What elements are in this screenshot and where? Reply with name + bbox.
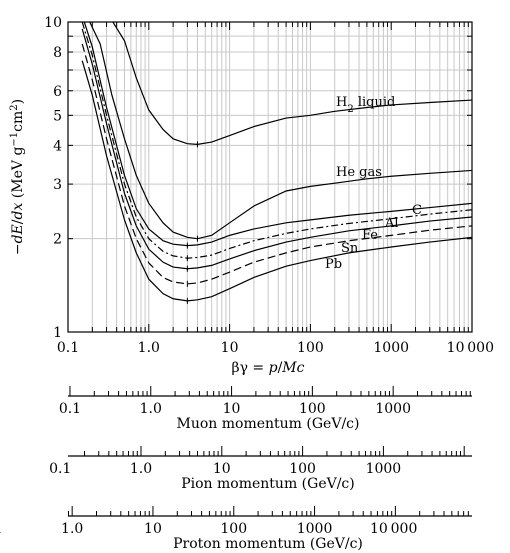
grid bbox=[68, 22, 472, 332]
text-part: ) bbox=[10, 99, 26, 104]
momentum-tick-label: 1000 bbox=[297, 521, 333, 537]
text-part: (MeV g bbox=[10, 147, 26, 203]
curve-pb bbox=[81, 60, 472, 302]
text-part: H bbox=[336, 95, 347, 110]
text-part: Pb bbox=[325, 257, 342, 272]
momentum-tick-label: 10 bbox=[213, 461, 231, 477]
text-part: − bbox=[10, 243, 26, 255]
curve-label-pb: Pb bbox=[325, 257, 342, 272]
text-part: p bbox=[269, 360, 278, 376]
momentum-tick-label: 10 bbox=[144, 521, 162, 537]
momentum-tick-label: 1.0 bbox=[61, 521, 83, 537]
text-part: 2 bbox=[347, 104, 353, 115]
x-axis-title: βγ = p/Mc bbox=[232, 360, 305, 376]
curve-c bbox=[83, 22, 472, 247]
curve-al bbox=[81, 22, 472, 259]
momentum-tick-label: 0.1 bbox=[59, 401, 81, 417]
y-tick-label: 1 bbox=[53, 325, 62, 341]
momentum-tick-label: 10 000 bbox=[370, 521, 417, 537]
momentum-tick-label: 0.1 bbox=[0, 521, 2, 537]
text-part: Sn bbox=[341, 241, 359, 256]
text-part: C bbox=[412, 203, 422, 218]
plot-frame bbox=[67, 21, 473, 333]
y-tick-label: 4 bbox=[53, 138, 62, 154]
momentum-axis-title: Pion momentum (GeV/c) bbox=[181, 476, 355, 492]
text-part: 2 bbox=[9, 104, 20, 110]
x-tick-label: 1000 bbox=[373, 340, 409, 356]
x-tick-label: 0.1 bbox=[57, 340, 79, 356]
momentum-axes: 0.1 1.0 10 100 1000 Muon momentum (GeV/c) 0.1 1… bbox=[0, 386, 472, 552]
momentum-tick-label: 100 bbox=[289, 461, 316, 477]
momentum-tick-label: 100 bbox=[299, 401, 326, 417]
text-part: dE bbox=[10, 224, 26, 243]
momentum-tick-label: 1000 bbox=[375, 401, 411, 417]
text-part: Fe bbox=[362, 228, 378, 243]
x-tick-label: 10 bbox=[221, 340, 239, 356]
curve-label-he-gas: He gas bbox=[336, 165, 382, 180]
y-tick-label: 8 bbox=[53, 45, 62, 61]
momentum-tick-label: 1000 bbox=[366, 461, 402, 477]
momentum-axis-1: 0.1 1.0 10 100 1000 Muon momentum (GeV/c) bbox=[59, 386, 472, 432]
curve-h2-liquid bbox=[112, 22, 472, 145]
momentum-axis-2: 0.1 1.0 10 100 1000 Pion momentum (GeV/c) bbox=[49, 446, 472, 492]
curve-label-fe: Fe bbox=[362, 228, 378, 243]
momentum-axis-3: 0.1 1.0 10 100 1000 10 000 Proton momentum (Ge… bbox=[0, 506, 472, 552]
momentum-axis-title: Proton momentum (GeV/c) bbox=[173, 536, 363, 552]
y-axis-title: −dE/dx (MeV g−1cm2) bbox=[9, 99, 27, 255]
curve-label-c: C bbox=[412, 203, 422, 218]
text-part: cm bbox=[10, 111, 26, 132]
momentum-tick-label: 0.1 bbox=[49, 461, 71, 477]
text-part: Mc bbox=[281, 360, 304, 376]
text-part: / bbox=[10, 219, 26, 224]
momentum-tick-label: 1.0 bbox=[130, 461, 152, 477]
curve-label-h2-liquid: H2 liquid bbox=[336, 95, 395, 115]
curve-label-sn: Sn bbox=[341, 241, 359, 256]
momentum-tick-label: 100 bbox=[220, 521, 247, 537]
curve-he-gas bbox=[89, 22, 472, 240]
text-part: He gas bbox=[336, 165, 382, 180]
curve-fe bbox=[81, 28, 472, 270]
x-tick-label: 1.0 bbox=[138, 340, 160, 356]
y-tick-label: 2 bbox=[53, 232, 62, 248]
text-part: liquid bbox=[354, 95, 396, 110]
text-part: −1 bbox=[9, 132, 20, 147]
text-part: / bbox=[278, 360, 283, 376]
text-part: Al bbox=[384, 216, 399, 231]
momentum-tick-label: 1.0 bbox=[140, 401, 162, 417]
curve-label-al: Al bbox=[384, 216, 399, 231]
momentum-axis-title: Muon momentum (GeV/c) bbox=[177, 416, 360, 432]
x-tick-label: 10 000 bbox=[447, 340, 494, 356]
text-part: dx bbox=[10, 203, 26, 220]
text-part: βγ = bbox=[232, 360, 269, 376]
momentum-tick-label: 10 bbox=[223, 401, 241, 417]
y-tick-label: 6 bbox=[53, 84, 62, 100]
x-tick-label: 100 bbox=[297, 340, 324, 356]
curves bbox=[81, 22, 472, 304]
main-axes: 0.1 1.0 10 100 1000 10 000 1 2 3 4 5 6 8 10 bbox=[44, 15, 494, 356]
y-tick-label: 3 bbox=[53, 177, 62, 193]
y-tick-label: 5 bbox=[53, 108, 62, 124]
y-tick-label: 10 bbox=[44, 15, 62, 31]
